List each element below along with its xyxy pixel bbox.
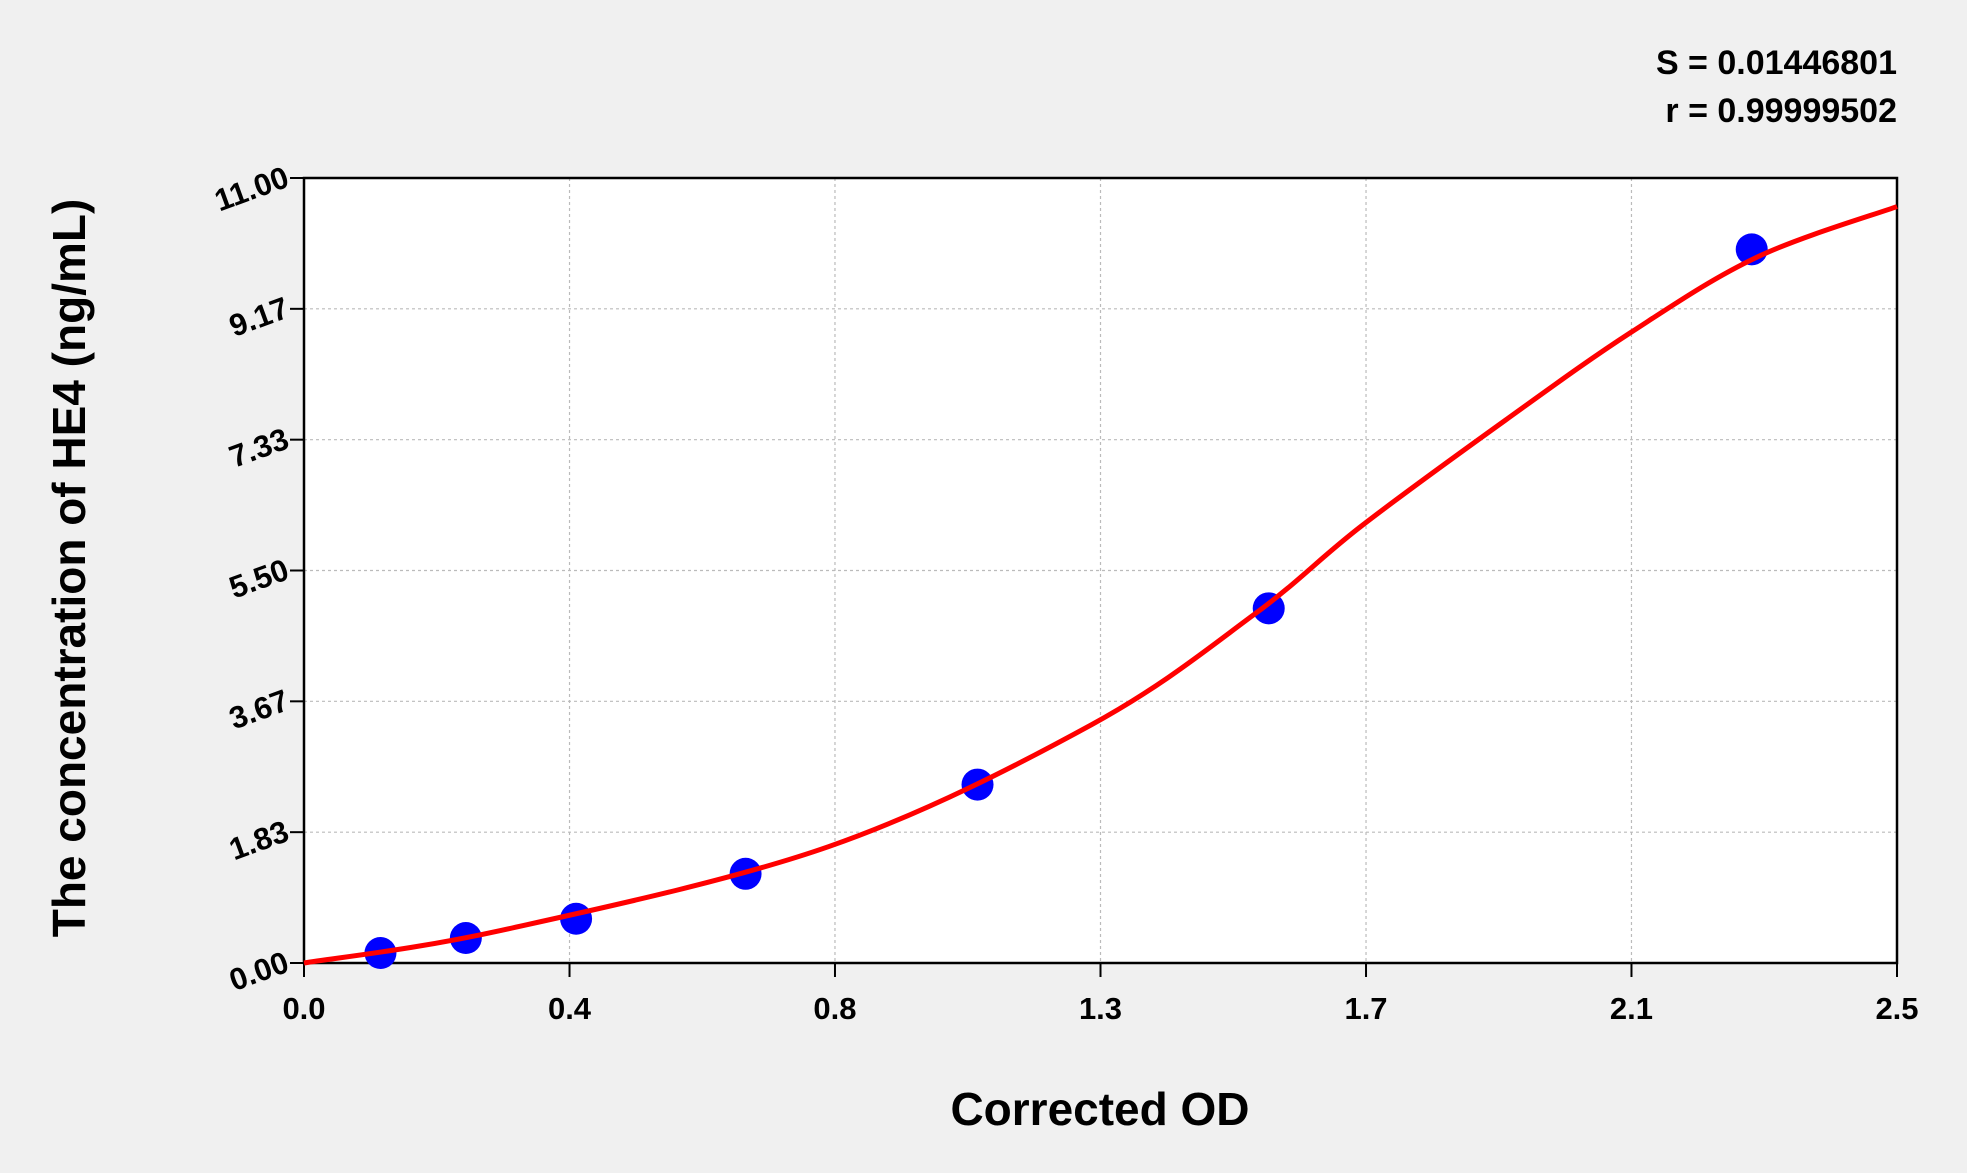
y-tick-label: 0.00 xyxy=(225,944,294,998)
plot-frame xyxy=(302,176,1899,965)
x-tick-label: 0.8 xyxy=(813,991,856,1026)
y-axis-title: The concentration of HE4 (ng/mL) xyxy=(43,199,95,938)
data-point xyxy=(1252,592,1285,625)
y-tick-label: 11.00 xyxy=(210,159,293,218)
fit-curve xyxy=(303,204,1898,966)
y-tick-label: 1.83 xyxy=(225,814,294,868)
y-tick-label: 7.33 xyxy=(225,421,294,475)
x-tick-label: 0.0 xyxy=(282,991,325,1026)
y-tick-label: 5.50 xyxy=(225,552,294,606)
y-tick-label: 9.17 xyxy=(225,290,294,344)
x-tick-label: 1.7 xyxy=(1344,991,1387,1026)
x-axis-title: Corrected OD xyxy=(950,1083,1249,1135)
x-tick-label: 1.3 xyxy=(1079,991,1122,1026)
annotation: r = 0.99999502 xyxy=(1665,92,1897,130)
x-tick-label: 0.4 xyxy=(548,991,592,1026)
annotation: S = 0.01446801 xyxy=(1656,44,1897,82)
x-tick-label: 2.5 xyxy=(1875,991,1918,1026)
y-tick-label: 3.67 xyxy=(225,683,294,737)
x-tick-label: 2.1 xyxy=(1610,991,1653,1026)
